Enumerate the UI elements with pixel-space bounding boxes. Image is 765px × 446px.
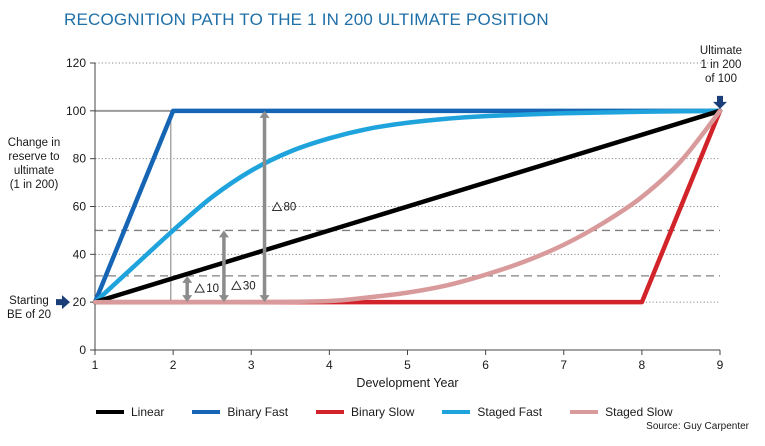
y-tick-label-100: 100	[66, 104, 86, 118]
edge-markers	[56, 95, 727, 310]
legend-swatch	[96, 410, 124, 414]
x-tick-label-8: 8	[639, 358, 646, 372]
x-tick-label-4: 4	[326, 358, 333, 372]
series-line-staged-fast	[92, 108, 723, 305]
chart-title: RECOGNITION PATH TO THE 1 IN 200 ULTIMAT…	[64, 10, 549, 29]
axes: 0 20 40 60 80 100 120 1 2 3 4 5 6 7 8 9 Development Year	[66, 56, 724, 390]
delta-arrow-10: 10	[182, 275, 219, 303]
source-note: Source: Guy Carpenter	[646, 421, 749, 432]
legend: Linear Binary Fast Binary Slow Staged Fast S…	[96, 405, 701, 419]
x-tick-label-6: 6	[482, 358, 489, 372]
delta-arrow-30: 30	[218, 230, 256, 303]
legend-label: Staged Slow	[605, 405, 673, 419]
delta-label-30: 30	[243, 280, 256, 292]
legend-item-binary-fast: Binary Fast	[192, 405, 288, 419]
legend-label: Binary Slow	[351, 405, 415, 419]
ultimate-arrow-icon	[713, 95, 727, 109]
series-line-staged-slow	[92, 108, 723, 305]
delta-triangle-10	[194, 283, 206, 293]
starting-be-label: Starting BE of 20	[6, 295, 52, 321]
legend-swatch	[570, 410, 599, 414]
reference-lines	[95, 109, 720, 303]
delta-triangle-80	[271, 201, 283, 211]
delta-label-80: 80	[284, 202, 297, 214]
x-tick-label-3: 3	[248, 358, 255, 372]
y-tick-label-20: 20	[73, 295, 87, 309]
legend-label: Staged Fast	[477, 405, 543, 419]
y-tick-label-40: 40	[73, 247, 87, 261]
x-tick-label-2: 2	[170, 358, 177, 372]
delta-label-10: 10	[206, 283, 219, 295]
series-line-linear	[92, 108, 723, 305]
x-axis-label: Development Year	[356, 376, 458, 390]
y-tick-label-60: 60	[73, 200, 87, 214]
x-tick-label-7: 7	[560, 358, 567, 372]
legend-swatch	[316, 410, 345, 414]
legend-label: Linear	[131, 405, 165, 419]
y-axis-label: Change in reserve to ultimate (1 in 200)	[7, 137, 61, 191]
delta-triangle-30	[231, 280, 242, 290]
delta-arrows: 10 30 80	[182, 110, 297, 303]
grid-lines	[95, 62, 720, 303]
x-tick-label-1: 1	[92, 358, 99, 372]
delta-arrow-80: 80	[259, 110, 297, 303]
x-tick-label-5: 5	[404, 358, 411, 372]
legend-swatch	[192, 410, 221, 414]
legend-item-linear: Linear	[96, 405, 164, 419]
legend-item-binary-slow: Binary Slow	[316, 405, 414, 419]
x-tick-label-9: 9	[717, 358, 724, 372]
legend-item-staged-fast: Staged Fast	[442, 405, 542, 419]
legend-swatch	[442, 410, 471, 414]
y-tick-label-0: 0	[79, 343, 86, 357]
series-line-binary-fast	[92, 108, 723, 305]
y-tick-label-120: 120	[66, 56, 86, 70]
legend-label: Binary Fast	[227, 405, 289, 419]
series-lines	[92, 108, 723, 305]
y-tick-label-80: 80	[73, 152, 87, 166]
ultimate-label: Ultimate 1 in 200 of 100	[699, 45, 743, 85]
starting-arrow-icon	[56, 295, 70, 310]
legend-item-staged-slow: Staged Slow	[570, 405, 673, 419]
